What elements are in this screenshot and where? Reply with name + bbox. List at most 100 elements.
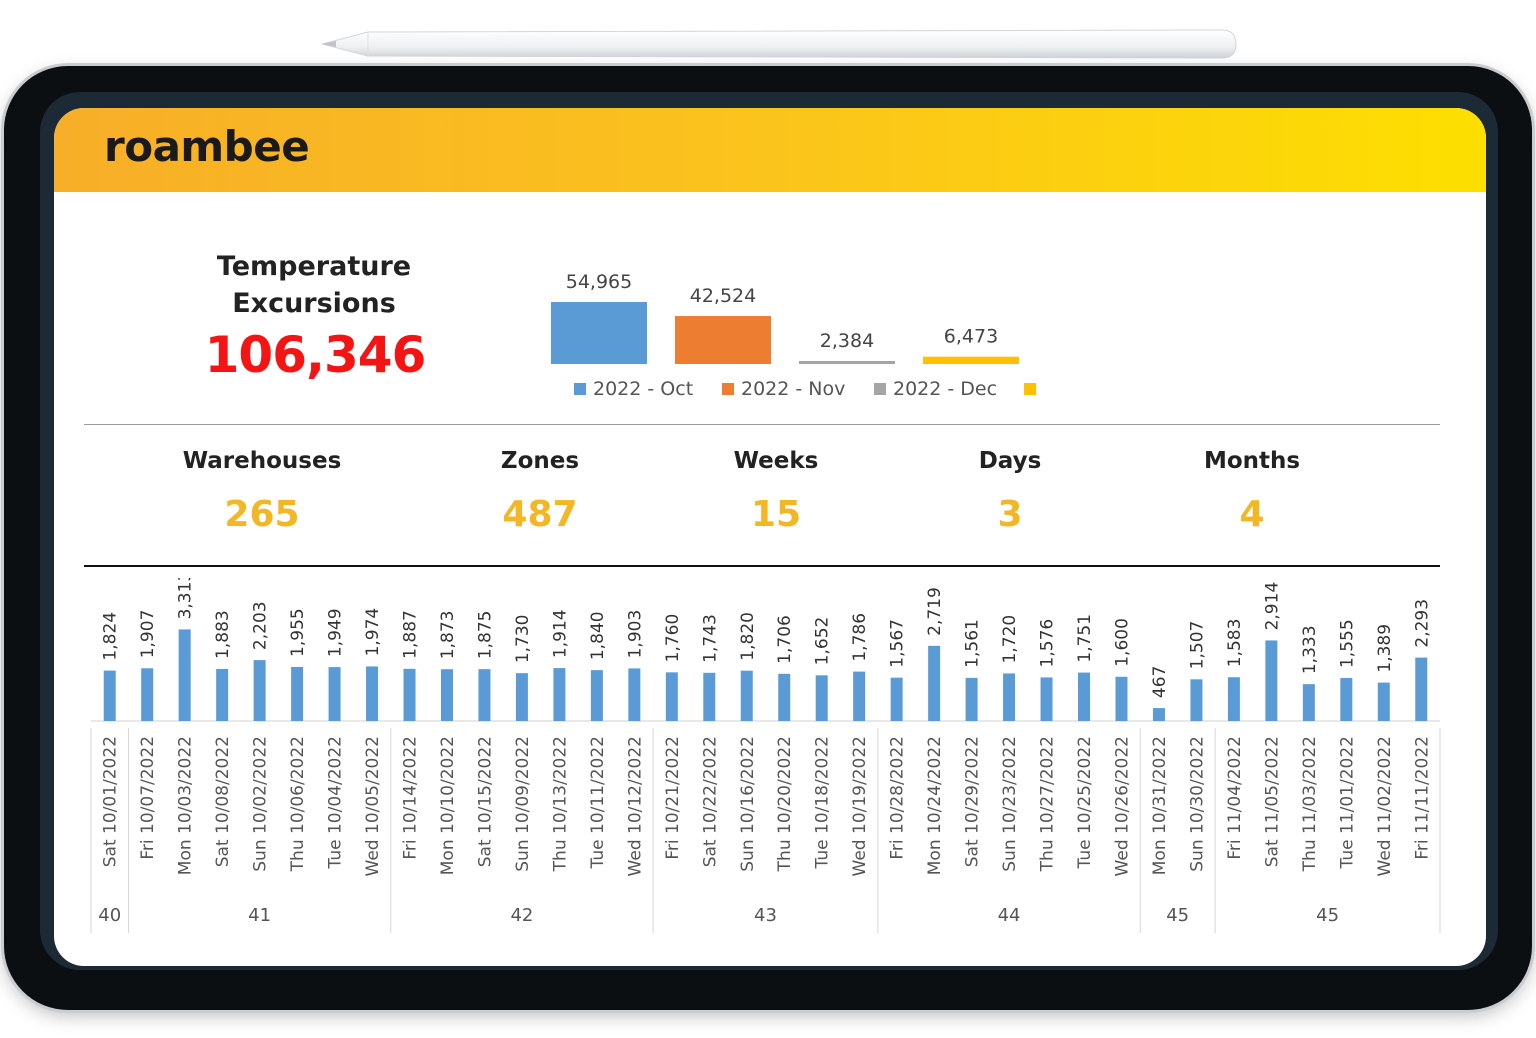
day-bar	[366, 666, 379, 721]
day-tick-label: Tue 10/18/2022	[813, 736, 833, 869]
metric-zones: Zones 487	[440, 448, 640, 535]
day-bar-value-label: 2,203	[251, 601, 271, 650]
day-bar-value-label: 1,576	[1038, 619, 1058, 668]
day-bar	[1265, 640, 1278, 721]
day-tick-label: Sat 10/08/2022	[213, 736, 233, 867]
metric-zones-value: 487	[502, 494, 578, 535]
day-tick-label: Tue 10/25/2022	[1075, 736, 1095, 869]
month-bar-value-label: 54,965	[566, 271, 632, 293]
day-bar	[1152, 708, 1165, 721]
day-bar	[1302, 684, 1315, 721]
day-tick-label: Sun 10/16/2022	[738, 736, 758, 872]
day-bar-value-label: 1,652	[813, 617, 833, 666]
day-bar-value-label: 1,887	[401, 610, 421, 659]
day-tick-label: Sat 10/15/2022	[475, 736, 495, 867]
metric-weeks-value: 15	[750, 494, 802, 535]
week-group-label: 45	[1316, 905, 1339, 926]
brand-header: roambee	[54, 108, 1486, 192]
day-bar-value-label: 2,719	[925, 587, 945, 636]
day-tick-label: Sun 10/02/2022	[251, 736, 271, 872]
day-bar-value-label: 1,840	[588, 611, 608, 660]
day-tick-label: Wed 10/12/2022	[625, 736, 645, 876]
day-bar	[1340, 678, 1353, 721]
day-tick-label: Wed 10/05/2022	[363, 736, 383, 876]
day-bar-value-label: 1,883	[213, 610, 233, 659]
day-tick-label: Fri 10/28/2022	[888, 736, 908, 860]
day-bar	[216, 668, 229, 721]
day-bar	[703, 672, 716, 721]
day-tick-label: Thu 10/27/2022	[1038, 736, 1058, 872]
day-bar	[553, 668, 566, 721]
day-bar-value-label: 1,561	[963, 619, 983, 668]
week-group-label: 40	[98, 905, 121, 926]
day-tick-label: Wed 10/19/2022	[850, 736, 870, 876]
metric-zones-label: Zones	[500, 448, 580, 474]
day-bar	[628, 668, 641, 721]
month-bar-value-label: 6,473	[944, 326, 998, 348]
excursions-title: Temperature Excursions	[214, 248, 414, 322]
month-bar-value-label: 42,524	[690, 285, 756, 307]
day-bar-value-label: 1,820	[738, 612, 758, 661]
month-bar	[799, 361, 895, 364]
day-bar	[928, 645, 941, 721]
metric-weeks: Weeks 15	[676, 448, 876, 535]
day-bar-value-label: 1,720	[1000, 615, 1020, 664]
day-bar	[103, 670, 116, 721]
day-bar	[1415, 657, 1428, 721]
day-bar	[515, 673, 528, 721]
day-bar	[1078, 672, 1091, 721]
day-tick-label: Thu 10/06/2022	[288, 736, 308, 872]
day-bar-value-label: 3,313	[176, 578, 196, 619]
day-bar	[1227, 677, 1240, 721]
metric-days: Days 3	[910, 448, 1110, 535]
legend-swatch	[874, 383, 886, 395]
day-tick-label: Mon 10/31/2022	[1150, 736, 1170, 875]
legend-label: 2022 - Oct	[593, 378, 693, 400]
day-tick-label: Sun 10/09/2022	[513, 736, 533, 872]
day-bar-value-label: 1,824	[101, 612, 121, 661]
day-bar-value-label: 1,706	[775, 615, 795, 664]
day-bar	[1190, 679, 1203, 721]
metric-months: Months 4	[1152, 448, 1352, 535]
day-tick-label: Thu 10/13/2022	[550, 736, 570, 872]
day-tick-label: Thu 11/03/2022	[1300, 736, 1320, 872]
day-bar	[890, 677, 903, 721]
metric-days-value: 3	[997, 494, 1023, 535]
day-bar-value-label: 1,786	[850, 613, 870, 662]
day-tick-label: Wed 10/26/2022	[1112, 736, 1132, 876]
day-bar	[403, 668, 416, 721]
stylus-pencil	[322, 29, 1237, 59]
month-bar	[675, 316, 771, 364]
day-bar-value-label: 1,949	[326, 608, 346, 657]
day-bar	[853, 671, 866, 721]
day-bar	[178, 629, 191, 721]
day-tick-label: Thu 10/20/2022	[775, 736, 795, 872]
day-bar-value-label: 1,389	[1375, 624, 1395, 673]
day-bar	[1377, 682, 1390, 721]
day-tick-label: Mon 10/03/2022	[176, 736, 196, 875]
monthly-excursions-chart: 54,965 42,524 2,384 6,473 2022 - Oct 2022 - N…	[551, 271, 1036, 400]
day-tick-label: Sun 10/30/2022	[1187, 736, 1207, 872]
day-bar	[478, 669, 491, 721]
day-tick-label: Wed 11/02/2022	[1375, 736, 1395, 876]
day-bar-value-label: 1,974	[363, 608, 383, 657]
legend-swatch	[1024, 383, 1036, 395]
week-group-label: 44	[998, 905, 1021, 926]
legend-swatch	[574, 383, 586, 395]
legend-swatch	[722, 383, 734, 395]
day-bar	[1115, 676, 1128, 721]
day-bar-value-label: 1,743	[700, 614, 720, 663]
legend-label: 2022 - Nov	[741, 378, 845, 400]
day-tick-label: Fri 11/11/2022	[1412, 736, 1432, 860]
day-tick-label: Sat 10/01/2022	[101, 736, 121, 867]
day-bar-value-label: 1,875	[475, 610, 495, 659]
day-bar	[965, 677, 978, 721]
day-tick-label: Tue 11/01/2022	[1337, 736, 1357, 869]
day-tick-label: Sat 11/05/2022	[1262, 736, 1282, 867]
day-bar-value-label: 1,600	[1112, 618, 1132, 667]
day-bar	[141, 668, 154, 721]
metric-months-value: 4	[1239, 494, 1265, 535]
day-bar	[440, 669, 453, 721]
day-tick-label: Fri 10/14/2022	[401, 736, 421, 860]
day-bar-value-label: 1,760	[663, 614, 683, 663]
